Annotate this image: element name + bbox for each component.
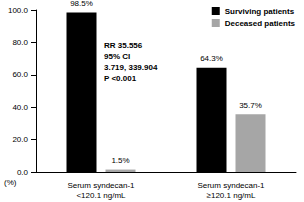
svg-text:P <0.001: P <0.001 <box>104 74 137 83</box>
svg-text:95% CI: 95% CI <box>104 52 130 61</box>
svg-text:RR 35.556: RR 35.556 <box>104 41 143 50</box>
svg-text:3.719, 339.904: 3.719, 339.904 <box>104 63 158 72</box>
svg-text:≥120.1 ng/mL: ≥120.1 ng/mL <box>207 191 256 200</box>
svg-text:Surviving patients: Surviving patients <box>225 7 295 16</box>
svg-text:80.0: 80.0 <box>12 38 28 47</box>
svg-text:Serum syndecan-1: Serum syndecan-1 <box>197 181 265 190</box>
svg-text:Serum syndecan-1: Serum syndecan-1 <box>67 181 135 190</box>
svg-text:64.3%: 64.3% <box>200 54 223 63</box>
svg-text:60.0: 60.0 <box>12 70 28 79</box>
svg-text:<120.1 ng/mL: <120.1 ng/mL <box>76 191 126 200</box>
svg-text:20.0: 20.0 <box>12 135 28 144</box>
svg-text:40.0: 40.0 <box>12 103 28 112</box>
svg-text:35.7%: 35.7% <box>239 101 262 110</box>
svg-text:98.5%: 98.5% <box>70 0 93 8</box>
svg-text:(%): (%) <box>4 178 17 187</box>
svg-text:1.5%: 1.5% <box>111 156 129 165</box>
svg-text:0.0: 0.0 <box>17 168 29 177</box>
svg-text:Deceased patients: Deceased patients <box>225 19 296 28</box>
svg-text:100.0: 100.0 <box>8 6 29 15</box>
